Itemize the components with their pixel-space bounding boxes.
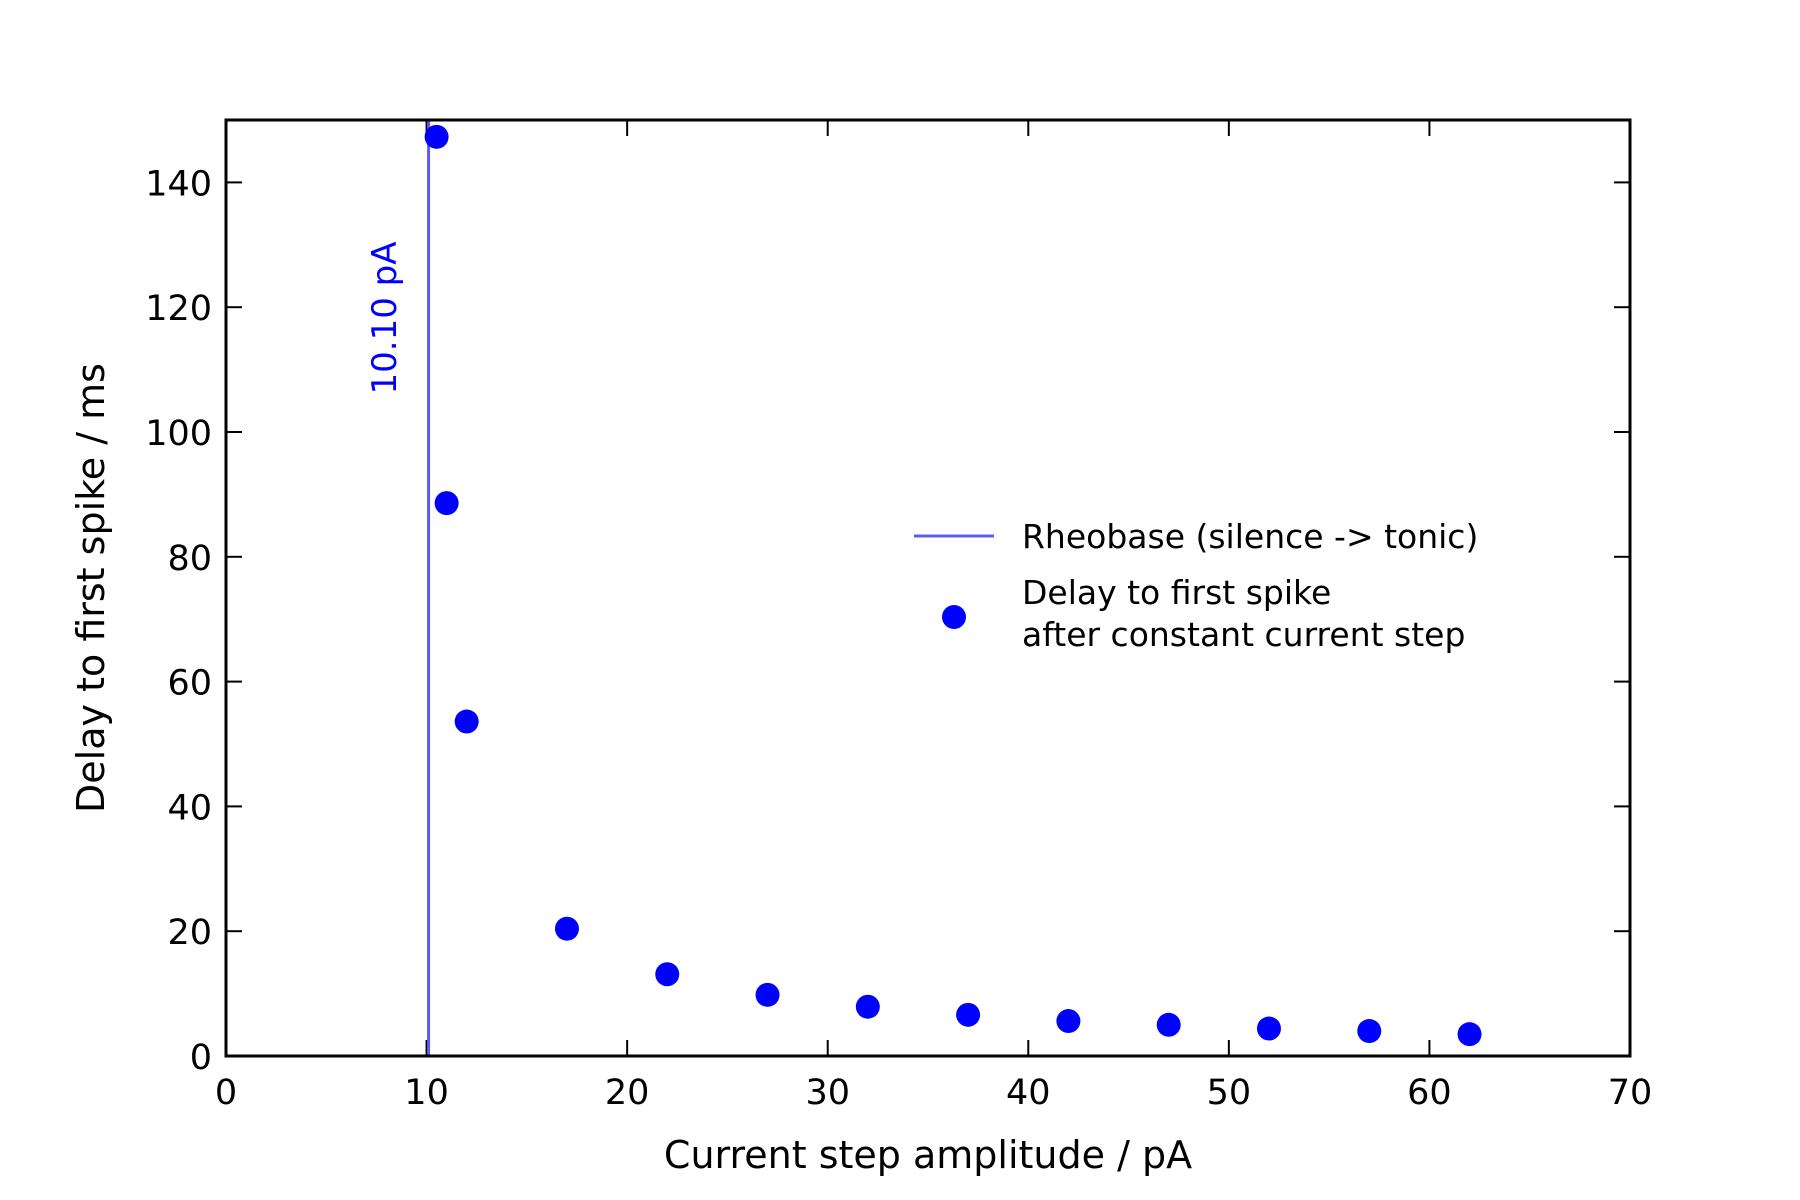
data-point [1457, 1022, 1482, 1047]
legend: Rheobase (silence -> tonic) Delay to fir… [914, 517, 1478, 654]
x-tick-label: 30 [805, 1073, 850, 1113]
data-point [1056, 1009, 1081, 1034]
y-tick-label: 80 [167, 539, 212, 579]
data-point [1156, 1012, 1181, 1037]
y-tick-label: 140 [145, 164, 212, 204]
y-tick-label: 0 [190, 1038, 212, 1078]
data-point [956, 1002, 981, 1027]
x-axis-title: Current step amplitude / pA [664, 1133, 1192, 1177]
data-point [655, 962, 680, 987]
x-tick-label: 20 [605, 1073, 650, 1113]
data-point [1256, 1016, 1281, 1041]
data-point [755, 982, 780, 1007]
y-tick-labels: 0 20 40 60 80 100 120 140 [145, 164, 212, 1078]
x-tick-label: 60 [1407, 1073, 1452, 1113]
y-tick-label: 20 [167, 913, 212, 953]
y-axis-title: Delay to first spike / ms [69, 363, 113, 813]
data-point [554, 916, 579, 941]
plot-area [226, 120, 1630, 1056]
x-tick-label: 40 [1006, 1073, 1051, 1113]
legend-marker-swatch [942, 605, 966, 629]
data-point [1357, 1019, 1382, 1044]
data-point [434, 491, 459, 516]
data-point [424, 124, 449, 149]
plot-frame [224, 118, 1632, 1058]
legend-entry-rheobase: Rheobase (silence -> tonic) [1022, 517, 1478, 556]
y-tick-label: 120 [145, 289, 212, 329]
x-tick-labels: 0 10 20 30 40 50 60 70 [215, 1073, 1652, 1113]
data-point [855, 994, 880, 1019]
y-tick-label: 60 [167, 664, 212, 704]
data-point [454, 709, 479, 734]
x-tick-label: 0 [215, 1073, 237, 1113]
x-tick-label: 10 [404, 1073, 449, 1113]
x-tick-label: 50 [1207, 1073, 1252, 1113]
legend-entry-delay-line1: Delay to first spike [1022, 573, 1331, 612]
y-tick-label: 40 [167, 788, 212, 828]
x-tick-label: 70 [1608, 1073, 1653, 1113]
data-points [424, 124, 1482, 1047]
y-tick-label: 100 [145, 414, 212, 454]
rheobase-value-label: 10.10 pA [365, 242, 405, 395]
legend-entry-delay-line2: after constant current step [1022, 615, 1465, 654]
